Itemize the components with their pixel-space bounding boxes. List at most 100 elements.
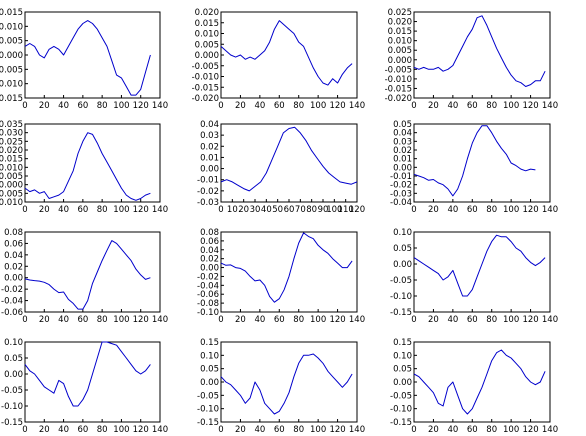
plot-frame bbox=[220, 11, 358, 99]
series-line bbox=[220, 353, 353, 415]
series-line bbox=[24, 20, 151, 96]
x-tick-label: 40 bbox=[261, 205, 272, 215]
x-tick-label: 100 bbox=[503, 101, 519, 111]
x-tick-label: 40 bbox=[58, 101, 69, 111]
y-tick-label: 0.01 bbox=[393, 155, 412, 165]
y-tick-label: -0.015 bbox=[192, 83, 219, 93]
y-tick-label: 0.030 bbox=[0, 129, 23, 139]
x-tick-label: 30 bbox=[250, 205, 261, 215]
y-tick-label: 0.10 bbox=[393, 228, 412, 238]
y-tick-label: -0.010 bbox=[385, 75, 412, 85]
x-tick-label: 0 bbox=[218, 101, 223, 111]
x-tick-label: 80 bbox=[97, 205, 108, 215]
x-tick-label: 80 bbox=[293, 101, 304, 111]
x-tick-label: 120 bbox=[329, 425, 345, 435]
plot-frame bbox=[24, 123, 161, 203]
y-tick-label: -0.02 bbox=[390, 181, 412, 191]
x-tick-label: 80 bbox=[486, 425, 497, 435]
plot-frame bbox=[413, 341, 551, 423]
x-tick-label: 60 bbox=[467, 205, 478, 215]
y-tick-label: -0.10 bbox=[390, 292, 412, 302]
plot-frame bbox=[220, 123, 358, 203]
x-tick-label: 0 bbox=[22, 205, 27, 215]
x-tick-label: 100 bbox=[310, 425, 326, 435]
y-tick-label: 0.04 bbox=[200, 120, 219, 130]
y-tick-label: 0.00 bbox=[200, 165, 219, 175]
x-tick-label: 20 bbox=[235, 425, 246, 435]
x-tick-label: 40 bbox=[58, 205, 69, 215]
plot-frame bbox=[24, 11, 161, 99]
x-tick-label: 100 bbox=[326, 205, 342, 215]
x-tick-label: 120 bbox=[133, 425, 149, 435]
x-tick-label: 20 bbox=[428, 205, 439, 215]
series-line bbox=[24, 240, 151, 310]
y-tick-label: 0.010 bbox=[388, 37, 412, 47]
y-tick-label: -0.10 bbox=[1, 402, 23, 412]
y-tick-label: -0.005 bbox=[192, 62, 219, 72]
y-tick-label: 0.05 bbox=[393, 244, 412, 254]
x-tick-label: 80 bbox=[306, 205, 317, 215]
x-tick-label: 60 bbox=[77, 315, 88, 325]
x-tick-label: 120 bbox=[349, 205, 365, 215]
y-tick-label: 0.00 bbox=[200, 378, 219, 388]
x-tick-label: 120 bbox=[133, 205, 149, 215]
x-tick-label: 40 bbox=[254, 315, 265, 325]
y-tick-label: -0.020 bbox=[192, 94, 219, 104]
y-tick-label: -0.015 bbox=[0, 94, 23, 104]
x-tick-label: 120 bbox=[522, 205, 538, 215]
x-tick-label: 0 bbox=[411, 425, 416, 435]
x-tick-label: 10 bbox=[227, 205, 238, 215]
x-tick-label: 20 bbox=[428, 101, 439, 111]
y-tick-label: 0.015 bbox=[388, 27, 412, 37]
y-tick-label: 0.01 bbox=[200, 153, 219, 163]
x-tick-label: 40 bbox=[254, 425, 265, 435]
plot-frame bbox=[220, 341, 358, 423]
y-tick-label: 0.005 bbox=[0, 172, 23, 182]
x-tick-label: 80 bbox=[293, 425, 304, 435]
x-tick-label: 20 bbox=[235, 315, 246, 325]
x-tick-label: 90 bbox=[318, 205, 329, 215]
y-tick-label: 0.00 bbox=[393, 260, 412, 270]
x-tick-label: 100 bbox=[113, 315, 129, 325]
x-tick-label: 0 bbox=[218, 205, 223, 215]
y-tick-label: 0.010 bbox=[0, 22, 23, 32]
x-tick-label: 110 bbox=[338, 205, 354, 215]
x-tick-label: 120 bbox=[329, 101, 345, 111]
y-tick-label: -0.02 bbox=[197, 272, 219, 282]
y-tick-label: -0.005 bbox=[0, 189, 23, 199]
y-tick-label: 0.00 bbox=[393, 163, 412, 173]
x-tick-label: 100 bbox=[310, 101, 326, 111]
chart-panel-6: 0 20 40 60 80 100 120 140-0.04-0.03-0.02-0.010.… bbox=[390, 120, 558, 215]
y-tick-label: 0.025 bbox=[388, 8, 412, 18]
y-tick-label: 0.020 bbox=[388, 18, 412, 28]
y-tick-label: -0.15 bbox=[197, 418, 219, 428]
x-tick-label: 120 bbox=[522, 315, 538, 325]
plot-frame bbox=[220, 231, 358, 313]
series-line bbox=[413, 125, 536, 197]
series-line bbox=[413, 349, 546, 415]
y-tick-label: -0.020 bbox=[385, 94, 412, 104]
x-tick-label: 0 bbox=[218, 425, 223, 435]
x-tick-label: 60 bbox=[77, 425, 88, 435]
chart-panel-10: 0 20 40 60 80 100 120 140 -0.15 -0.10 -0.05 0.00 0.0… bbox=[1, 338, 168, 435]
y-tick-label: 0.05 bbox=[393, 120, 412, 130]
y-tick-label: 0.04 bbox=[393, 129, 412, 139]
y-tick-label: 0.06 bbox=[200, 237, 219, 247]
y-tick-label: 0.020 bbox=[195, 8, 219, 18]
x-tick-label: 140 bbox=[152, 425, 168, 435]
y-tick-label: -0.02 bbox=[1, 285, 23, 295]
x-tick-label: 140 bbox=[349, 315, 365, 325]
chart-panel-7: 0 20 40 60 80 100 120 140 -0.06-0.04 -0.020.00 0.0… bbox=[1, 228, 168, 325]
y-tick-label: 0.05 bbox=[200, 365, 219, 375]
series-line bbox=[413, 15, 546, 87]
y-tick-label: 0.04 bbox=[4, 251, 23, 261]
x-tick-label: 80 bbox=[293, 315, 304, 325]
chart-panel-9: 0 20 40 60 80 100 120 140 -0.15 -0.10 -0.05 0.00 0.0… bbox=[390, 228, 558, 325]
x-tick-label: 140 bbox=[152, 205, 168, 215]
y-tick-label: -0.03 bbox=[197, 198, 219, 208]
x-tick-label: 40 bbox=[58, 315, 69, 325]
plot-frame bbox=[24, 231, 161, 313]
y-tick-label: 0.00 bbox=[393, 378, 412, 388]
